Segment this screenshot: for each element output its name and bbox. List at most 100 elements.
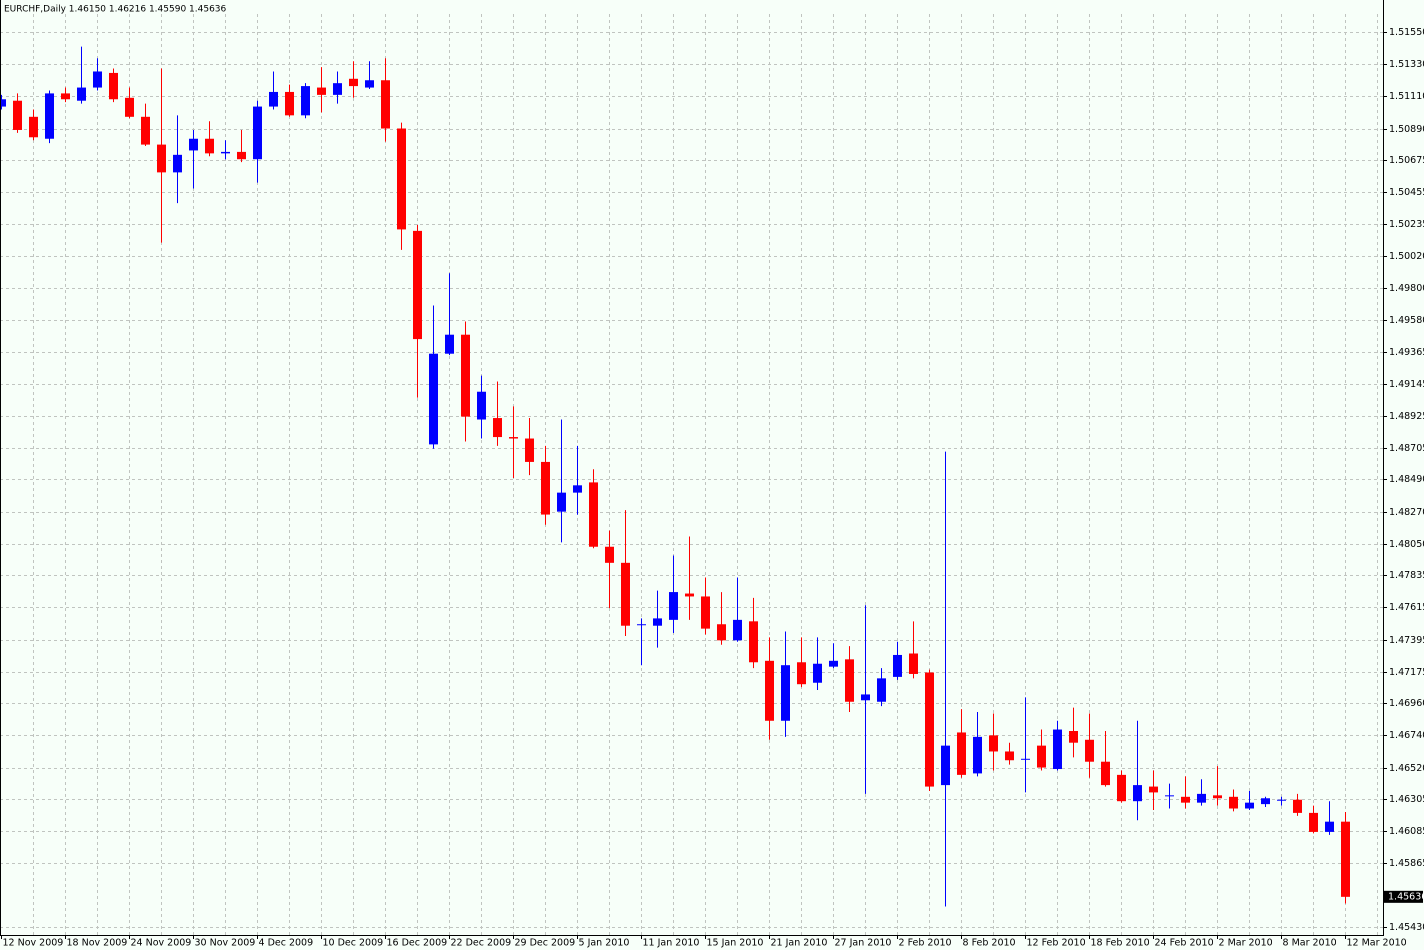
candle-body — [1261, 798, 1270, 805]
y-tick-label: 1.46960 — [1389, 698, 1424, 709]
y-tick-label: 1.49800 — [1389, 283, 1424, 294]
x-tick-label: 8 Feb 2010 — [963, 938, 1016, 949]
candle-body — [1341, 821, 1350, 897]
candle-body — [0, 99, 6, 107]
candle-body — [909, 653, 918, 674]
x-tick-label: 30 Nov 2009 — [195, 938, 256, 949]
candle-body — [765, 660, 774, 721]
y-tick-label: 1.46740 — [1389, 730, 1424, 741]
x-tick-label: 27 Jan 2010 — [835, 938, 892, 949]
candle-body — [237, 151, 246, 160]
candle-body — [429, 353, 438, 445]
candle-body — [61, 93, 70, 100]
x-tick-label: 12 Feb 2010 — [1027, 938, 1086, 949]
candle-body — [1069, 730, 1078, 743]
candle-body — [1181, 796, 1190, 803]
candle-body — [1117, 774, 1126, 802]
candle-body — [973, 736, 982, 774]
y-tick-label: 1.48050 — [1389, 539, 1424, 550]
candle-body — [1165, 795, 1174, 797]
y-tick-label: 1.50235 — [1389, 219, 1424, 230]
candle-body — [525, 438, 534, 462]
candle-body — [13, 100, 22, 130]
candle-body — [1213, 795, 1222, 799]
candle-body — [45, 93, 54, 139]
x-tick-label: 22 Dec 2009 — [451, 938, 512, 949]
x-tick-label: 29 Dec 2009 — [515, 938, 576, 949]
candle-body — [205, 138, 214, 154]
y-tick-label: 1.47395 — [1389, 635, 1424, 646]
y-tick-label: 1.45430 — [1389, 922, 1424, 933]
x-tick-label: 24 Feb 2010 — [1155, 938, 1214, 949]
candle-body — [781, 665, 790, 721]
last-price-label: 1.45636 — [1388, 891, 1424, 902]
candles — [0, 46, 1350, 907]
candle-body — [125, 97, 134, 117]
y-tick-label: 1.51330 — [1389, 59, 1424, 70]
candle-body — [1309, 812, 1318, 832]
candle-body — [381, 80, 390, 129]
candle-body — [1021, 758, 1030, 760]
candle-body — [557, 492, 566, 512]
candle-body — [509, 437, 518, 439]
candle-body — [253, 106, 262, 160]
x-tick-label: 2 Mar 2010 — [1219, 938, 1273, 949]
y-tick-label: 1.47835 — [1389, 570, 1424, 581]
x-tick-label: 21 Jan 2010 — [771, 938, 828, 949]
y-tick-label: 1.48270 — [1389, 507, 1424, 518]
candle-body — [1245, 802, 1254, 809]
candle-body — [109, 72, 118, 100]
candle-body — [1277, 799, 1286, 801]
x-tick-label: 18 Nov 2009 — [67, 938, 128, 949]
candle-body — [1085, 739, 1094, 762]
candle-body — [893, 654, 902, 677]
y-tick-label: 1.50675 — [1389, 155, 1424, 166]
candle-body — [573, 485, 582, 493]
candle-body — [349, 78, 358, 87]
y-tick-label: 1.50890 — [1389, 124, 1424, 135]
x-tick-label: 18 Feb 2010 — [1091, 938, 1150, 949]
candle-body — [717, 624, 726, 641]
y-tick-label: 1.45865 — [1389, 858, 1424, 869]
candle-body — [365, 80, 374, 88]
candle-body — [477, 391, 486, 420]
candle-body — [605, 546, 614, 563]
x-tick-label: 12 Mar 2010 — [1347, 938, 1407, 949]
candle-body — [637, 624, 646, 626]
y-tick-label: 1.48705 — [1389, 443, 1424, 454]
y-tick-label: 1.46520 — [1389, 763, 1424, 774]
candle-body — [141, 116, 150, 145]
candle-body — [653, 618, 662, 626]
candle-body — [701, 596, 710, 629]
candle-body — [877, 678, 886, 702]
chart-title: EURCHF,Daily 1.46150 1.46216 1.45590 1.4… — [4, 5, 227, 15]
candle-body — [189, 138, 198, 151]
candle-body — [93, 71, 102, 88]
grid — [0, 14, 1383, 935]
candle-body — [269, 91, 278, 107]
y-tick-label: 1.48925 — [1389, 411, 1424, 422]
candle-body — [317, 87, 326, 95]
candle-body — [733, 619, 742, 641]
x-tick-label: 16 Dec 2009 — [387, 938, 448, 949]
candle-body — [621, 562, 630, 626]
last-price-box — [1384, 890, 1423, 903]
x-tick-label: 5 Jan 2010 — [579, 938, 630, 949]
y-tick-label: 1.51550 — [1389, 27, 1424, 38]
candle-body — [813, 663, 822, 683]
candle-body — [397, 128, 406, 230]
candle-body — [29, 116, 38, 138]
candle-body — [493, 418, 502, 438]
candle-body — [685, 593, 694, 597]
candle-body — [221, 151, 230, 154]
candle-body — [925, 672, 934, 787]
candle-body — [1325, 821, 1334, 832]
y-tick-label: 1.46305 — [1389, 794, 1424, 805]
candle-body — [829, 660, 838, 667]
candle-body — [1229, 796, 1238, 809]
x-tick-label: 12 Nov 2009 — [3, 938, 64, 949]
x-tick-label: 2 Feb 2010 — [899, 938, 952, 949]
y-tick-label: 1.50455 — [1389, 187, 1424, 198]
candle-body — [957, 732, 966, 775]
